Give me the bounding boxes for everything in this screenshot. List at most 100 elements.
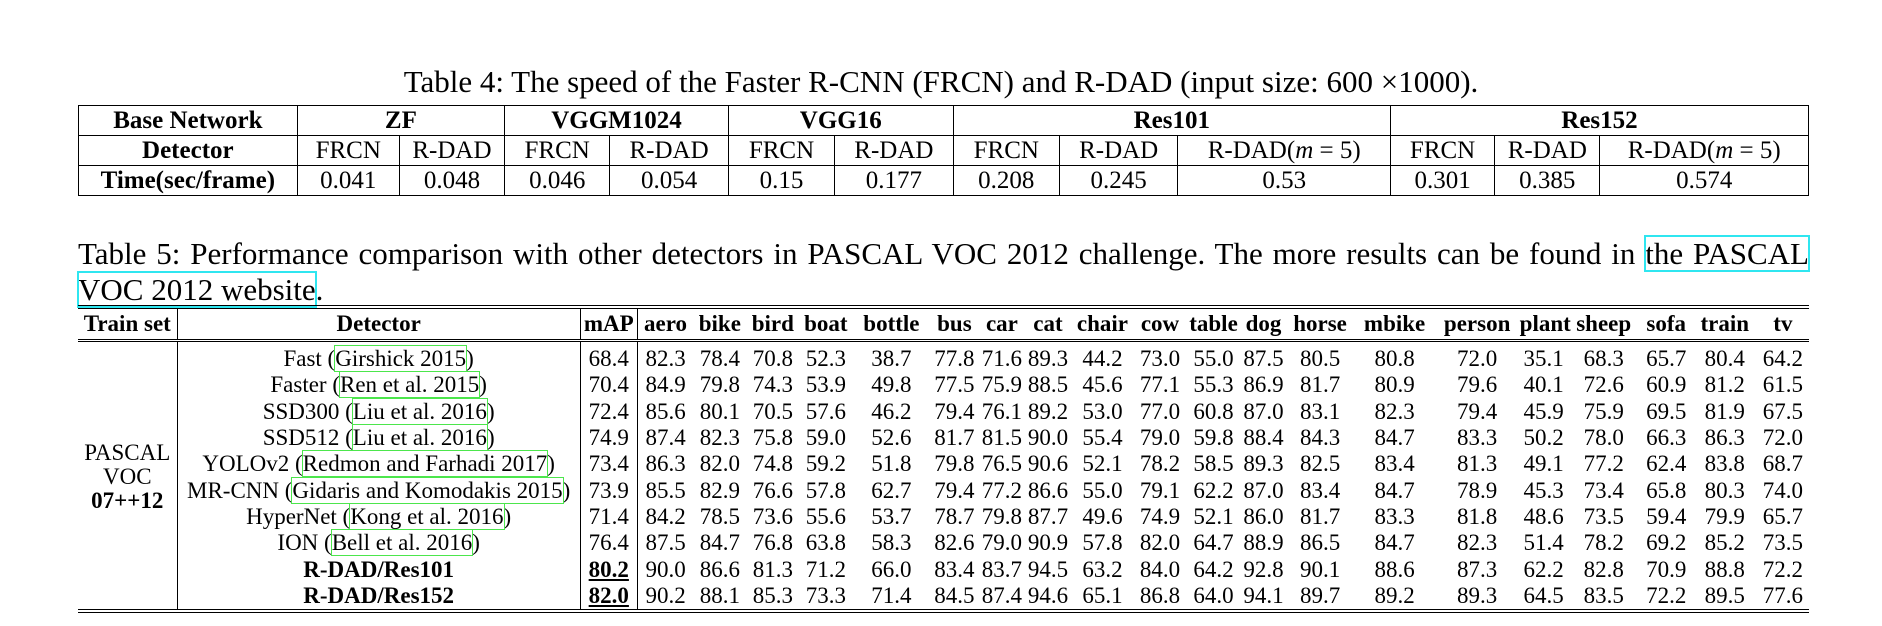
detector-cell: ION (Bell et al. 2016) xyxy=(177,529,581,557)
class-ap-cell: 45.6 xyxy=(1082,372,1123,398)
class-ap-cell: 48.6 xyxy=(1523,503,1564,529)
class-ap-cell: 84.3 xyxy=(1299,425,1341,451)
class-ap-cell: 55.6 xyxy=(805,503,846,529)
citation-link[interactable]: Ren et al. 2015 xyxy=(338,371,481,399)
class-ap-cell: 74.3 xyxy=(752,372,793,398)
class-ap-cell: 83.1 xyxy=(1299,398,1341,424)
class-ap-cell: 80.1 xyxy=(699,398,740,424)
class-ap-cell: 58.3 xyxy=(871,530,912,556)
citation-link[interactable]: Liu et al. 2016 xyxy=(351,424,488,452)
class-ap-cell: 89.7 xyxy=(1299,582,1341,608)
class-ap-cell: 73.5 xyxy=(1762,530,1803,556)
class-ap-cell: 90.6 xyxy=(1027,451,1069,477)
map-value-best: 80.2 xyxy=(588,556,629,582)
citation-link[interactable]: Redmon and Farhadi 2017 xyxy=(301,450,549,478)
class-ap-cell: 60.8 xyxy=(1193,398,1234,424)
class-ap-cell: 94.1 xyxy=(1243,582,1284,608)
detector-cell: Fast (Girshick 2015) xyxy=(177,340,581,373)
citation-link[interactable]: Kong et al. 2016 xyxy=(349,502,505,530)
row-label-base-network: Base Network xyxy=(78,105,298,136)
class-ap-cell: 89.3 xyxy=(1027,346,1069,372)
class-ap-cell: 40.1 xyxy=(1523,372,1564,398)
voc-website-link[interactable]: the PASCAL VOC 2012 website xyxy=(77,235,1810,308)
citation-link[interactable]: Liu et al. 2016 xyxy=(351,397,488,425)
column-header: sheep xyxy=(1567,307,1640,342)
time-cell: 0.245 xyxy=(1058,165,1179,196)
detector-paren: ) xyxy=(479,372,487,398)
class-ap-cell: 78.4 xyxy=(699,346,740,372)
class-ap-cell: 55.4 xyxy=(1082,425,1123,451)
class-ap-cell: 72.0 xyxy=(1457,346,1498,372)
class-ap-cell: 74.9 xyxy=(1139,503,1181,529)
class-ap-cell: 72.6 xyxy=(1583,372,1624,398)
class-ap-cell: 79.4 xyxy=(934,477,975,503)
rdad-m-variable: m xyxy=(1295,136,1314,164)
class-ap-cell: 45.9 xyxy=(1523,398,1564,424)
class-ap-cell: 73.5 xyxy=(1583,503,1624,529)
detector-cell: Faster (Ren et al. 2015) xyxy=(177,371,581,399)
class-ap-cell: 64.2 xyxy=(1762,346,1803,372)
class-ap-cell: 82.0 xyxy=(1139,530,1181,556)
class-ap-cell: 57.8 xyxy=(805,477,846,503)
table4-caption: Table 4: The speed of the Faster R-CNN (… xyxy=(0,64,1882,100)
class-ap-cell: 87.4 xyxy=(645,425,686,451)
class-ap-cell: 73.3 xyxy=(805,582,846,608)
column-header: bird xyxy=(746,307,800,342)
class-ap-cell: 87.5 xyxy=(1243,346,1284,372)
class-ap-cell: 79.8 xyxy=(934,451,975,477)
class-ap-cell: 72.0 xyxy=(1762,425,1803,451)
class-ap-cell: 52.3 xyxy=(805,346,846,372)
detector-cell: SSD300 (Liu et al. 2016) xyxy=(177,397,581,425)
class-ap-cell: 53.0 xyxy=(1082,398,1123,424)
time-cell: 0.041 xyxy=(296,165,400,196)
map-cell: 70.4 xyxy=(580,372,638,399)
map-cell: 74.9 xyxy=(580,424,638,452)
class-ap-cell: 76.8 xyxy=(752,530,793,556)
class-ap-cell: 88.6 xyxy=(1374,556,1415,582)
class-ap-cell: 82.6 xyxy=(934,530,975,556)
class-ap-cell: 49.1 xyxy=(1523,451,1564,477)
detector-cell-rdad-m: R-DAD(m = 5) xyxy=(1177,135,1391,166)
class-ap-cell: 94.5 xyxy=(1027,556,1069,582)
class-ap-cell: 88.4 xyxy=(1243,425,1284,451)
class-ap-cell: 70.8 xyxy=(752,346,793,372)
column-header: aero xyxy=(637,307,694,342)
class-ap-cell: 86.6 xyxy=(699,556,740,582)
map-value-best: 82.0 xyxy=(588,582,629,608)
class-ap-cell: 83.4 xyxy=(1299,477,1341,503)
table-row: SSD300 (Liu et al. 2016) 72.4 85.6 80.1 70.5… xyxy=(78,397,1809,425)
column-header: bus xyxy=(930,307,979,342)
detector-cell: R-DAD/Res152 xyxy=(177,582,581,611)
class-ap-cell: 46.2 xyxy=(871,398,912,424)
detector-name: R-DAD/Res101 xyxy=(303,556,455,582)
class-ap-cell: 78.5 xyxy=(699,503,740,529)
class-ap-cell: 90.0 xyxy=(645,556,686,582)
class-ap-cell: 71.4 xyxy=(871,582,912,608)
detector-name: SSD300 ( xyxy=(262,398,353,424)
times-symbol: × xyxy=(1380,64,1399,99)
class-ap-cell: 68.3 xyxy=(1583,346,1624,372)
class-ap-cell: 57.6 xyxy=(805,398,846,424)
class-ap-cell: 82.9 xyxy=(699,477,740,503)
detector-paren: ) xyxy=(486,398,495,424)
detector-cell: SSD512 (Liu et al. 2016) xyxy=(177,424,581,452)
column-header: mAP xyxy=(580,307,638,342)
citation-link[interactable]: Girshick 2015 xyxy=(334,345,468,373)
class-ap-cell: 87.0 xyxy=(1243,477,1284,503)
class-ap-cell: 64.5 xyxy=(1523,582,1564,608)
class-ap-cell: 69.5 xyxy=(1646,398,1687,424)
class-ap-cell: 77.2 xyxy=(981,477,1023,503)
column-header: bottle xyxy=(852,307,931,342)
class-ap-cell: 78.2 xyxy=(1139,451,1181,477)
class-ap-cell: 82.5 xyxy=(1299,451,1341,477)
class-ap-cell: 84.5 xyxy=(934,582,975,608)
time-cell: 0.301 xyxy=(1389,165,1496,196)
class-ap-cell: 71.6 xyxy=(981,346,1023,372)
citation-link[interactable]: Gidaris and Komodakis 2015 xyxy=(291,476,564,504)
class-ap-cell: 64.7 xyxy=(1193,530,1234,556)
citation-link[interactable]: Bell et al. 2016 xyxy=(330,529,474,557)
class-ap-cell: 51.8 xyxy=(871,451,912,477)
detector-cell: HyperNet (Kong et al. 2016) xyxy=(177,502,581,531)
class-ap-cell: 50.2 xyxy=(1523,425,1564,451)
time-cell: 0.048 xyxy=(398,165,506,196)
